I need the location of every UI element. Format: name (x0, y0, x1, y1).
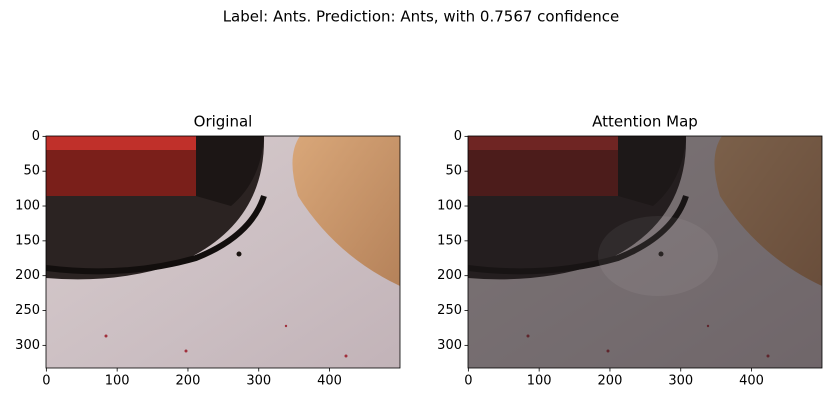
x-tick-label: 0 (464, 374, 472, 389)
x-tick-label: 200 (176, 374, 201, 389)
y-tick-label: 200 (437, 268, 462, 283)
image-attention (468, 136, 822, 368)
y-tick-label: 300 (437, 338, 462, 353)
x-tick-label: 0 (42, 374, 50, 389)
x-tick-label: 200 (598, 374, 623, 389)
y-tick-label: 150 (437, 233, 462, 248)
y-tick-label: 250 (437, 303, 462, 318)
x-tick-label: 100 (105, 374, 130, 389)
y-tick-label: 50 (445, 164, 462, 179)
y-tick-label: 300 (15, 338, 40, 353)
y-tick-label: 50 (23, 164, 40, 179)
image-original (46, 136, 400, 368)
axes-frame (467, 135, 823, 369)
axes-frame (45, 135, 401, 369)
x-tick-label: 400 (739, 374, 764, 389)
x-tick-label: 300 (246, 374, 271, 389)
x-tick-label: 300 (668, 374, 693, 389)
figure-title: Label: Ants. Prediction: Ants, with 0.75… (223, 8, 620, 26)
axes-title: Original (194, 113, 253, 131)
y-tick-label: 100 (437, 199, 462, 214)
axes-title: Attention Map (592, 113, 698, 131)
x-tick-label: 100 (527, 374, 552, 389)
y-tick-label: 150 (15, 233, 40, 248)
y-tick-label: 200 (15, 268, 40, 283)
y-tick-label: 0 (454, 129, 462, 144)
y-tick-label: 100 (15, 199, 40, 214)
y-tick-label: 0 (32, 129, 40, 144)
x-tick-label: 400 (317, 374, 342, 389)
y-tick-label: 250 (15, 303, 40, 318)
